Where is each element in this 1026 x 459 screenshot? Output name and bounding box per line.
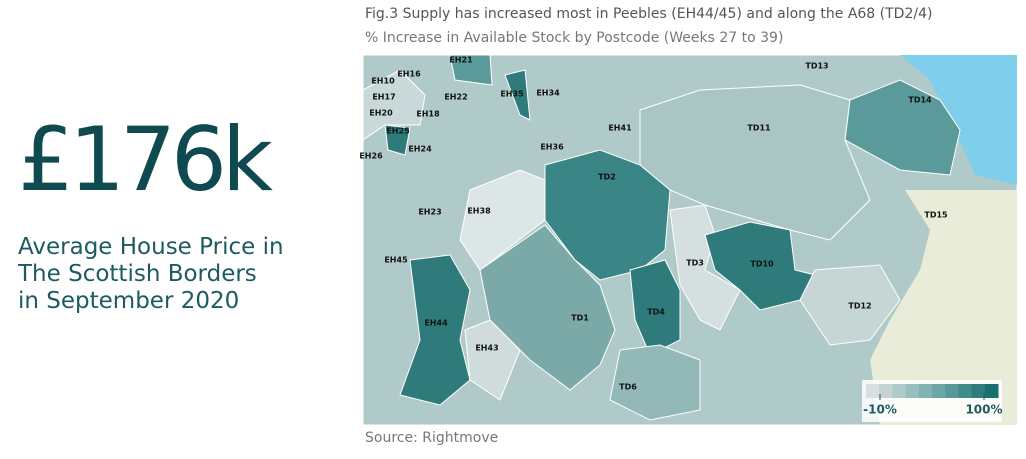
postcode-label: TD14 xyxy=(908,96,932,105)
legend-swatch xyxy=(918,384,933,398)
caption-line: Average House Price in xyxy=(18,234,284,260)
postcode-label: TD11 xyxy=(747,124,771,133)
postcode-label: EH36 xyxy=(540,143,564,152)
postcode-label: EH18 xyxy=(416,110,440,119)
postcode-label: TD12 xyxy=(848,302,871,311)
postcode-label: TD15 xyxy=(924,211,948,220)
postcode-label: TD6 xyxy=(619,383,637,392)
postcode-label: EH43 xyxy=(475,344,498,353)
postcode-label: TD10 xyxy=(750,260,774,269)
caption-line: The Scottish Borders xyxy=(18,261,257,287)
postcode-label: EH23 xyxy=(418,208,441,217)
region xyxy=(844,79,961,176)
region xyxy=(544,149,671,281)
legend-swatch xyxy=(932,384,946,398)
postcode-label: EH35 xyxy=(500,90,524,99)
region xyxy=(449,55,493,86)
region xyxy=(464,319,521,401)
legend-swatch xyxy=(866,384,880,398)
postcode-label: EH20 xyxy=(369,109,393,118)
postcode-label: TD4 xyxy=(647,308,665,317)
postcode-label: EH10 xyxy=(371,77,395,86)
postcode-label: EH21 xyxy=(449,56,473,65)
postcode-label: EH41 xyxy=(608,124,632,133)
legend-swatch xyxy=(905,384,920,398)
postcode-label: EH26 xyxy=(359,152,383,161)
sea xyxy=(900,55,1017,185)
headline-caption: Average House Price in The Scottish Bord… xyxy=(18,234,284,315)
legend-tick-label: 100% xyxy=(965,403,1002,417)
region xyxy=(799,264,901,346)
postcode-labels: EH21 TD13 EH10 EH16 EH35 EH34 EH17 EH22 … xyxy=(359,56,948,392)
legend-swatch xyxy=(958,384,973,398)
legend-swatch xyxy=(892,384,907,398)
legend-swatch xyxy=(945,384,959,398)
postcode-label: EH22 xyxy=(444,93,467,102)
region xyxy=(609,344,701,421)
england xyxy=(870,190,1017,425)
map-regions xyxy=(363,55,1017,425)
figure-subtitle: % Increase in Available Stock by Postcod… xyxy=(365,30,784,46)
postcode-label: EH24 xyxy=(408,145,432,154)
legend-swatch xyxy=(879,384,893,398)
postcode-label: EH45 xyxy=(384,256,408,265)
postcode-label: TD1 xyxy=(571,314,589,323)
legend-swatch xyxy=(971,384,986,398)
postcode-label: EH16 xyxy=(397,70,421,79)
postcode-label: EH38 xyxy=(467,207,491,216)
region xyxy=(384,124,411,156)
postcode-label: TD2 xyxy=(598,173,616,182)
headline-value: £176k xyxy=(18,108,273,211)
region xyxy=(504,69,531,121)
postcode-label: EH44 xyxy=(424,319,448,328)
postcode-label: TD3 xyxy=(686,259,704,268)
postcode-label: EH17 xyxy=(372,93,395,102)
postcode-label: TD13 xyxy=(805,62,828,71)
legend: -10% 100% xyxy=(863,384,1003,417)
legend-swatch xyxy=(984,384,999,398)
figure-source: Source: Rightmove xyxy=(365,430,499,446)
postcode-label: EH34 xyxy=(536,89,560,98)
region xyxy=(363,69,426,141)
legend-tick-label: -10% xyxy=(863,403,897,417)
region xyxy=(629,259,681,356)
caption-line: in September 2020 xyxy=(18,288,240,314)
figure-title: Fig.3 Supply has increased most in Peebl… xyxy=(365,6,933,22)
postcode-label: EH25 xyxy=(386,127,410,136)
